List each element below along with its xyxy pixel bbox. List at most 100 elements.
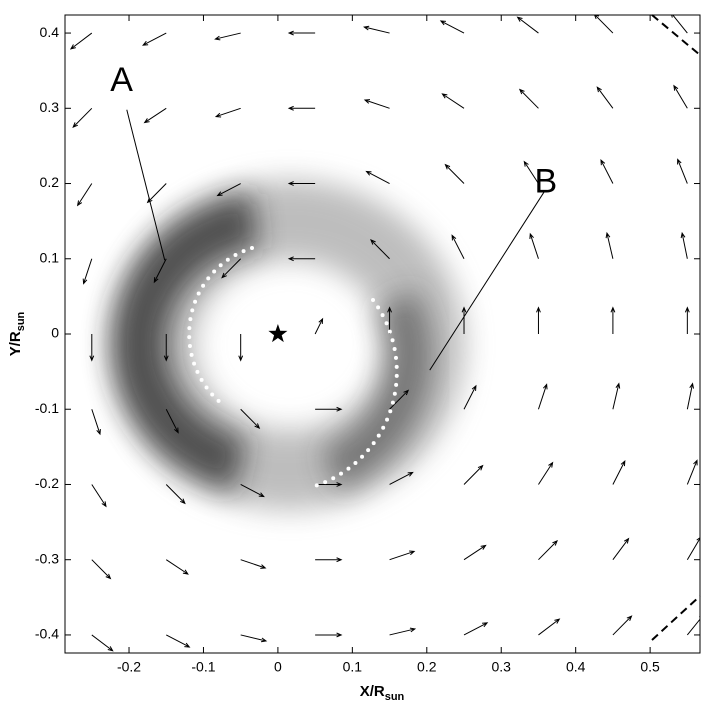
arrow: [240, 634, 268, 643]
arrow: [214, 107, 241, 118]
arrow: [612, 615, 633, 636]
y-tick-label: -0.4: [35, 626, 59, 642]
arrow: [518, 88, 539, 109]
arrow: [461, 306, 467, 334]
arrow: [537, 383, 548, 410]
x-tick-label: 0.3: [492, 659, 512, 675]
arrow: [594, 15, 614, 34]
arrow: [163, 334, 169, 362]
arrow: [596, 86, 614, 109]
arrow: [314, 317, 324, 335]
y-tick-label: 0.2: [40, 174, 60, 190]
arrow: [387, 306, 392, 334]
arrow: [686, 459, 698, 485]
arrow: [441, 93, 465, 109]
arrow: [365, 170, 390, 184]
y-tick-label: 0.3: [40, 99, 60, 115]
arrow: [315, 406, 343, 412]
star-marker: [268, 324, 288, 343]
arrow: [671, 15, 688, 34]
dashed-edge: [651, 595, 701, 641]
x-tick-label: 0.4: [566, 659, 586, 675]
arrow: [673, 84, 688, 109]
annotation: B: [535, 163, 558, 201]
arrow: [612, 537, 630, 561]
y-tick-label: 0: [51, 325, 59, 341]
y-axis-label: Y/Rsun: [7, 311, 27, 356]
arrow: [91, 634, 114, 652]
arrow: [529, 232, 539, 259]
arrow: [389, 627, 417, 636]
arrow: [89, 334, 95, 362]
arrow: [536, 306, 541, 334]
density-map: [110, 180, 465, 510]
arrow: [287, 30, 316, 36]
arrow: [143, 107, 167, 124]
x-tick-label: 0: [274, 659, 282, 675]
arrow: [216, 183, 241, 197]
arrow: [370, 239, 390, 260]
y-tick-label: -0.1: [35, 400, 59, 416]
arrow: [165, 484, 186, 505]
arrow: [612, 382, 621, 410]
arrow: [610, 306, 616, 334]
arrow: [451, 234, 465, 259]
arrow: [389, 471, 414, 485]
arrow: [389, 550, 416, 561]
arrow: [684, 306, 690, 334]
arrow: [439, 20, 465, 34]
arrow: [463, 464, 484, 485]
arrow: [538, 539, 558, 561]
x-tick-label: 0.1: [343, 659, 363, 675]
arrow: [686, 537, 700, 560]
arrow: [444, 163, 465, 184]
arrow: [91, 409, 101, 436]
x-tick-label: 0.5: [640, 659, 660, 675]
arrow: [287, 105, 316, 111]
arrow: [363, 99, 390, 109]
arrow: [538, 461, 554, 485]
y-tick-label: 0.1: [40, 249, 60, 265]
x-tick-label: 0.2: [417, 659, 437, 675]
arrow: [240, 484, 265, 498]
arrow: [680, 231, 688, 259]
arrow: [538, 618, 561, 636]
arrow: [363, 25, 390, 34]
y-tick-label: -0.2: [35, 475, 59, 491]
annotation-line: [126, 109, 166, 261]
arrow: [69, 32, 93, 50]
arrow: [612, 460, 626, 485]
arrow: [91, 484, 107, 508]
arrow: [153, 258, 167, 284]
dashed-edge: [651, 14, 701, 56]
arrow: [389, 389, 410, 410]
arrow: [240, 408, 261, 429]
annotation: A: [110, 61, 133, 99]
y-tick-label: 0.4: [40, 24, 60, 40]
arrow: [463, 622, 489, 636]
arrow: [76, 183, 93, 207]
arrow: [142, 32, 167, 46]
arrow: [287, 256, 316, 262]
arrow: [166, 634, 191, 648]
arrow: [240, 559, 267, 569]
arrow: [686, 382, 695, 410]
arrow: [677, 158, 688, 184]
arrow: [72, 107, 93, 129]
arrow: [91, 559, 112, 580]
x-tick-label: -0.2: [117, 659, 141, 675]
arrow: [463, 544, 487, 561]
vector-field: [69, 15, 700, 652]
arrow: [315, 557, 343, 563]
annotation-line: [429, 190, 546, 371]
arrow: [315, 632, 343, 638]
arrow: [214, 32, 241, 41]
arrow: [238, 334, 244, 362]
arrow: [523, 160, 539, 184]
arrow: [463, 384, 477, 410]
arrow: [221, 258, 242, 279]
x-axis-label: X/Rsun: [360, 683, 405, 703]
arrow: [165, 559, 189, 575]
arrow: [146, 183, 167, 204]
